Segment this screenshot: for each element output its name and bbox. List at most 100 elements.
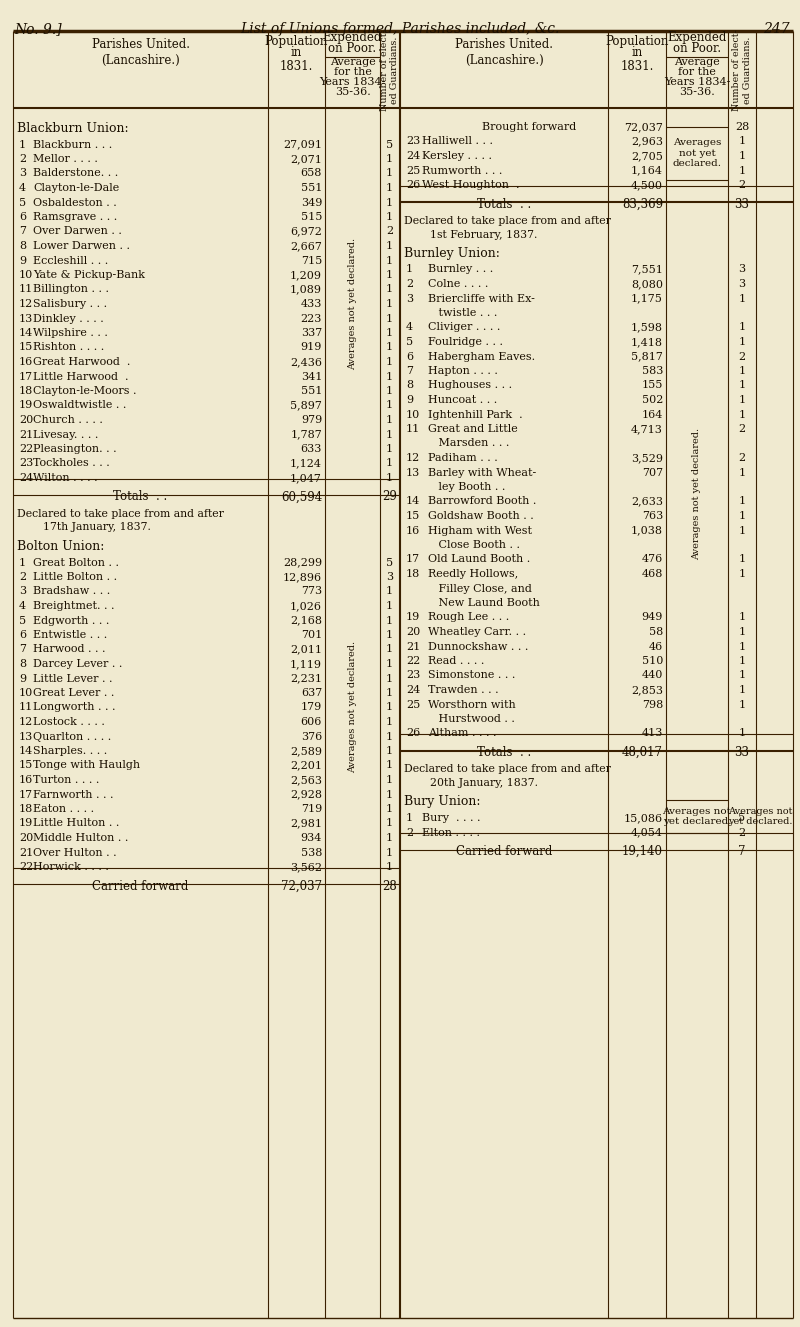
- Text: 1: 1: [738, 366, 746, 376]
- Text: 13: 13: [19, 313, 34, 324]
- Text: Over Hulton . .: Over Hulton . .: [33, 848, 117, 857]
- Text: New Laund Booth: New Laund Booth: [428, 598, 540, 608]
- Text: 16: 16: [19, 357, 34, 368]
- Text: 1: 1: [386, 760, 393, 771]
- Text: Population: Population: [265, 36, 328, 49]
- Text: Brought forward: Brought forward: [482, 122, 576, 131]
- Text: Goldshaw Booth . .: Goldshaw Booth . .: [428, 511, 534, 522]
- Text: 2: 2: [738, 352, 746, 361]
- Text: 2: 2: [19, 572, 26, 583]
- Text: 14: 14: [406, 496, 420, 507]
- Text: 10: 10: [406, 410, 420, 419]
- Text: 155: 155: [642, 381, 663, 390]
- Text: Rishton . . . .: Rishton . . . .: [33, 342, 104, 353]
- Text: 1: 1: [386, 645, 393, 654]
- Text: 1: 1: [386, 717, 393, 727]
- Text: 5: 5: [738, 813, 746, 823]
- Text: 798: 798: [642, 699, 663, 710]
- Text: 4,054: 4,054: [631, 828, 663, 837]
- Text: 3: 3: [19, 169, 26, 179]
- Text: 1: 1: [738, 699, 746, 710]
- Text: 1,418: 1,418: [631, 337, 663, 346]
- Text: Halliwell . . .: Halliwell . . .: [422, 137, 493, 146]
- Text: 1: 1: [738, 656, 746, 666]
- Text: Turton . . . .: Turton . . . .: [33, 775, 99, 786]
- Text: 1: 1: [386, 242, 393, 251]
- Text: West Houghton  .: West Houghton .: [422, 180, 519, 190]
- Text: 8: 8: [19, 660, 26, 669]
- Text: 20: 20: [19, 415, 34, 425]
- Text: Wilton . . . .: Wilton . . . .: [33, 472, 98, 483]
- Text: 1: 1: [386, 848, 393, 857]
- Text: 164: 164: [642, 410, 663, 419]
- Text: 440: 440: [642, 670, 663, 681]
- Text: Quarlton . . . .: Quarlton . . . .: [33, 731, 111, 742]
- Text: Entwistle . . .: Entwistle . . .: [33, 630, 107, 640]
- Text: Declared to take place from and after: Declared to take place from and after: [404, 764, 611, 775]
- Text: 1: 1: [386, 775, 393, 786]
- Text: Wheatley Carr. . .: Wheatley Carr. . .: [428, 626, 526, 637]
- Text: Close Booth . .: Close Booth . .: [428, 540, 520, 549]
- Text: 551: 551: [301, 183, 322, 192]
- Text: 1: 1: [738, 511, 746, 522]
- Text: 1: 1: [386, 386, 393, 395]
- Text: Padiham . . .: Padiham . . .: [428, 453, 498, 463]
- Text: Edgworth . . .: Edgworth . . .: [33, 616, 110, 625]
- Text: 1: 1: [386, 660, 393, 669]
- Text: Cliviger . . . .: Cliviger . . . .: [428, 322, 500, 333]
- Text: 1,209: 1,209: [290, 269, 322, 280]
- Text: Livesay. . . .: Livesay. . . .: [33, 430, 98, 439]
- Text: 633: 633: [301, 445, 322, 454]
- Text: 3,562: 3,562: [290, 863, 322, 872]
- Text: 4: 4: [406, 322, 413, 333]
- Text: 468: 468: [642, 569, 663, 579]
- Text: Great Bolton . .: Great Bolton . .: [33, 557, 119, 568]
- Text: 3: 3: [738, 264, 746, 275]
- Text: Little Lever . .: Little Lever . .: [33, 674, 113, 683]
- Text: Elton . . . .: Elton . . . .: [422, 828, 480, 837]
- Text: 1: 1: [386, 587, 393, 597]
- Text: Barley with Wheat-: Barley with Wheat-: [428, 467, 536, 478]
- Text: 72,037: 72,037: [281, 880, 322, 893]
- Text: 2: 2: [19, 154, 26, 165]
- Text: 6: 6: [406, 352, 413, 361]
- Text: 1,124: 1,124: [290, 459, 322, 468]
- Text: 1,047: 1,047: [290, 472, 322, 483]
- Text: 1: 1: [386, 284, 393, 295]
- Text: 8,080: 8,080: [631, 279, 663, 289]
- Text: 413: 413: [642, 729, 663, 739]
- Text: Average: Average: [674, 57, 720, 66]
- Text: 1: 1: [386, 731, 393, 742]
- Text: 1,119: 1,119: [290, 660, 322, 669]
- Text: 707: 707: [642, 467, 663, 478]
- Text: 23: 23: [19, 459, 34, 468]
- Text: Sharples. . . .: Sharples. . . .: [33, 746, 107, 756]
- Text: 5: 5: [19, 616, 26, 625]
- Text: (Lancashire.): (Lancashire.): [465, 53, 543, 66]
- Text: 2,853: 2,853: [631, 685, 663, 695]
- Text: in: in: [631, 46, 642, 60]
- Text: 715: 715: [301, 256, 322, 265]
- Text: 25: 25: [406, 699, 420, 710]
- Text: Marsden . . .: Marsden . . .: [428, 438, 510, 449]
- Text: 21: 21: [406, 641, 420, 652]
- Text: 1: 1: [386, 342, 393, 353]
- Text: 1: 1: [386, 804, 393, 813]
- Text: 10: 10: [19, 687, 34, 698]
- Text: 17: 17: [19, 790, 33, 799]
- Text: 376: 376: [301, 731, 322, 742]
- Text: Burnley Union:: Burnley Union:: [404, 247, 500, 260]
- Text: 1: 1: [386, 212, 393, 222]
- Text: Bradshaw . . .: Bradshaw . . .: [33, 587, 110, 597]
- Text: Totals  . .: Totals . .: [477, 198, 531, 211]
- Text: 1: 1: [738, 569, 746, 579]
- Text: 1: 1: [386, 702, 393, 713]
- Text: 1: 1: [738, 467, 746, 478]
- Text: Longworth . . .: Longworth . . .: [33, 702, 115, 713]
- Text: 26: 26: [406, 180, 420, 190]
- Text: 247: 247: [763, 23, 790, 36]
- Text: Simonstone . . .: Simonstone . . .: [428, 670, 515, 681]
- Text: 510: 510: [642, 656, 663, 666]
- Text: 1,038: 1,038: [631, 525, 663, 536]
- Text: 1: 1: [738, 613, 746, 622]
